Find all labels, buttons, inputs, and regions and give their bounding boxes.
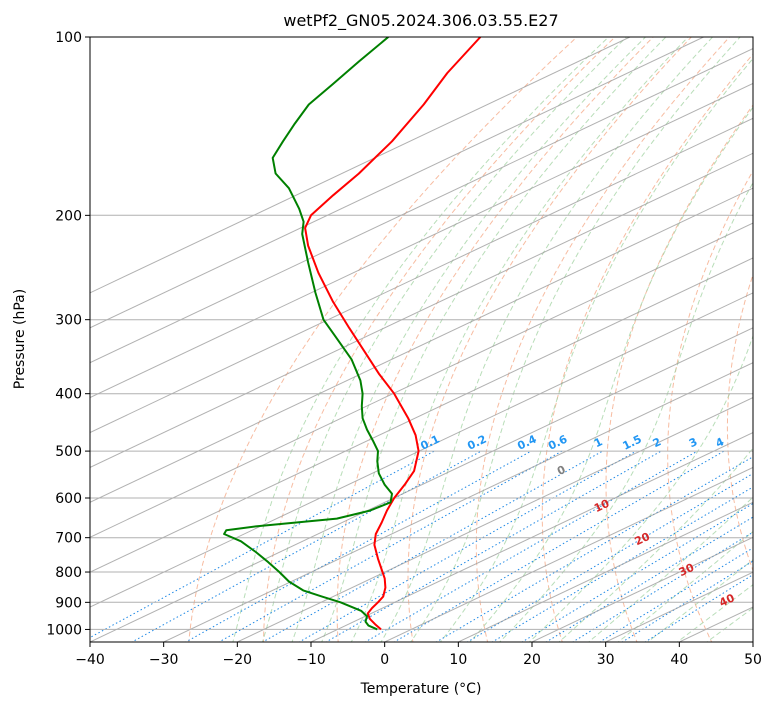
chart-title: wetPf2_GN05.2024.306.03.55.E27 [283,11,558,31]
temperature-line [304,37,482,631]
moist-adiabat-line [321,37,667,642]
y-axis: 100 200 300 400 500 600 700 800 900 1000 [46,30,90,638]
isotherm-line [90,82,753,399]
mixing-ratio-line [393,450,725,642]
x-axis: −40 −30 −20 −10 0 10 20 30 40 50 [75,642,762,668]
grid-lines [90,37,753,630]
isotherm-line [90,152,753,469]
x-tick-label: 50 [744,652,762,668]
mixing-ratio-line [644,574,753,642]
y-tick-label: 900 [55,595,82,611]
x-axis-title: Temperature (°C) [360,681,482,697]
x-tick-label: −40 [75,652,105,668]
moist-adiabat-line [469,106,753,642]
isotherm-line [90,37,704,329]
isotherm-line [90,257,753,573]
x-tick-label: 0 [380,652,389,668]
mixing-ratio-line [521,502,753,642]
mixing-ratio-line [545,516,753,642]
y-tick-label: 100 [55,30,82,46]
dewpoint-line [223,37,393,631]
isotherm-line [90,292,753,608]
moist-adiabat-label: 20 [633,530,653,548]
mixing-ratio-line [217,450,563,642]
mixing-ratio-line [184,450,532,642]
x-tick-label: 30 [597,652,615,668]
isotherm-line [90,37,631,294]
x-tick-label: 40 [670,652,688,668]
isotherm-line [163,362,753,642]
dry-adiabat-line [667,169,753,642]
isotherm-line [531,536,753,642]
isotherm-line [90,187,753,503]
y-axis-title: Pressure (hPa) [12,289,28,389]
plot-frame [89,36,754,643]
mixing-ratio-line [598,547,753,642]
y-tick-label: 500 [55,444,82,460]
mixing-ratio-line [621,560,753,642]
moist-adiabat-label: 40 [717,591,737,609]
isotherm-line [458,501,753,642]
y-tick-label: 300 [55,313,82,329]
mixing-ratio-line [491,486,753,642]
sounding-profiles [223,37,482,631]
y-tick-label: 800 [55,565,82,581]
mixing-ratio-line [571,531,753,642]
mixing-ratio-line [325,450,662,642]
y-tick-label: 1000 [46,622,82,638]
isotherm-line [90,327,753,642]
mixing-ratio-line [90,450,435,639]
y-tick-label: 700 [55,531,82,547]
dry-adiabat-line [726,273,753,572]
x-tick-label: −30 [149,652,179,668]
isotherm-line [90,47,753,364]
isotherm-line [384,466,753,642]
y-tick-label: 600 [55,491,82,507]
mixing-ratio-line [466,472,753,642]
isotherm-line [237,397,753,642]
isotherm-line [90,222,753,538]
x-tick-label: 10 [449,652,467,668]
isotherm-line [310,431,753,642]
x-tick-label: 20 [523,652,541,668]
x-tick-label: −20 [223,652,253,668]
x-tick-label: −10 [296,652,326,668]
moist-adiabat-label: 10 [592,497,612,515]
y-tick-label: 400 [55,387,82,403]
moist-adiabat-label: 30 [677,561,697,579]
isotherm-line [90,117,753,434]
y-tick-label: 200 [55,208,82,224]
